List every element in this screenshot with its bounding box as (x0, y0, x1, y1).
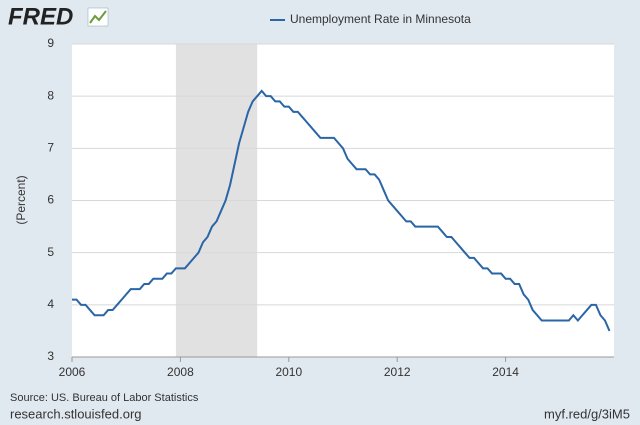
y-axis-label: (Percent) (14, 175, 28, 224)
y-tick-label: 7 (47, 141, 54, 155)
y-tick-label: 6 (47, 193, 54, 207)
y-tick-label: 9 (47, 36, 54, 50)
logo-icon (87, 7, 109, 27)
x-tick-label: 2014 (492, 365, 519, 379)
logo: FRED (8, 3, 73, 30)
x-tick-label: 2010 (275, 365, 302, 379)
x-tick-label: 2006 (59, 365, 86, 379)
legend-label: Unemployment Rate in Minnesota (290, 12, 471, 26)
footer-left: research.stlouisfed.org (10, 406, 142, 421)
footer-right: myf.red/g/3iM5 (544, 406, 630, 421)
y-tick-label: 8 (47, 88, 54, 102)
x-tick-label: 2012 (384, 365, 411, 379)
source: Source: US. Bureau of Labor Statistics (10, 392, 199, 404)
y-tick-label: 4 (47, 297, 54, 311)
data-line (72, 89, 611, 332)
y-tick-label: 3 (47, 349, 54, 363)
x-tick-label: 2008 (167, 365, 194, 379)
y-tick-label: 5 (47, 245, 54, 259)
